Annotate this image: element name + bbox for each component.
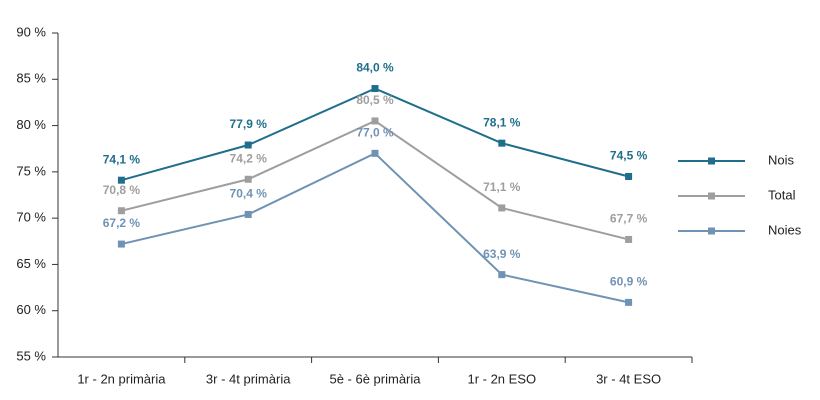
y-tick-label: 75 % [16,163,46,178]
value-label: 67,7 % [610,212,648,226]
legend-label: Nois [768,152,795,167]
x-tick-label: 5è - 6è primària [329,371,421,386]
y-tick-label: 80 % [16,117,46,132]
point-marker [244,210,252,218]
legend-label: Noies [768,222,802,237]
point-marker [117,176,125,184]
value-label: 78,1 % [483,115,521,129]
value-label: 71,1 % [483,180,521,194]
point-marker [625,298,633,306]
point-marker [498,204,506,212]
value-label: 70,4 % [230,187,268,201]
legend-marker [708,157,715,165]
point-marker [371,149,379,157]
value-label: 77,9 % [230,117,268,131]
legend-label: Total [768,187,796,202]
point-marker [498,139,506,147]
value-label: 60,9 % [610,275,648,289]
value-label: 80,5 % [356,93,394,107]
point-marker [244,175,252,183]
legend-marker [708,192,715,200]
y-tick-label: 60 % [16,302,46,317]
point-marker [117,207,125,215]
point-marker [498,271,506,279]
y-tick-label: 85 % [16,71,46,86]
x-tick-label: 3r - 4t ESO [596,371,661,386]
value-label: 84,0 % [356,61,394,75]
x-tick-label: 3r - 4t primària [206,371,291,386]
value-label: 74,2 % [230,151,268,165]
value-label: 70,8 % [103,183,141,197]
value-label: 74,1 % [103,152,141,166]
legend-marker [708,227,715,235]
y-tick-label: 90 % [16,24,46,39]
point-marker [625,172,633,180]
point-marker [244,141,252,149]
value-label: 77,0 % [356,126,394,140]
y-tick-label: 65 % [16,256,46,271]
value-label: 67,2 % [103,216,141,230]
series-line [121,152,629,304]
y-tick-label: 55 % [16,348,46,363]
point-marker [371,85,379,93]
point-marker [117,240,125,248]
x-tick-label: 1r - 2n primària [77,371,166,386]
point-marker [371,117,379,125]
value-label: 63,9 % [483,247,521,261]
y-tick-label: 70 % [16,210,46,225]
point-marker [625,235,633,243]
x-tick-label: 1r - 2n ESO [467,371,536,386]
value-label: 74,5 % [610,149,648,163]
